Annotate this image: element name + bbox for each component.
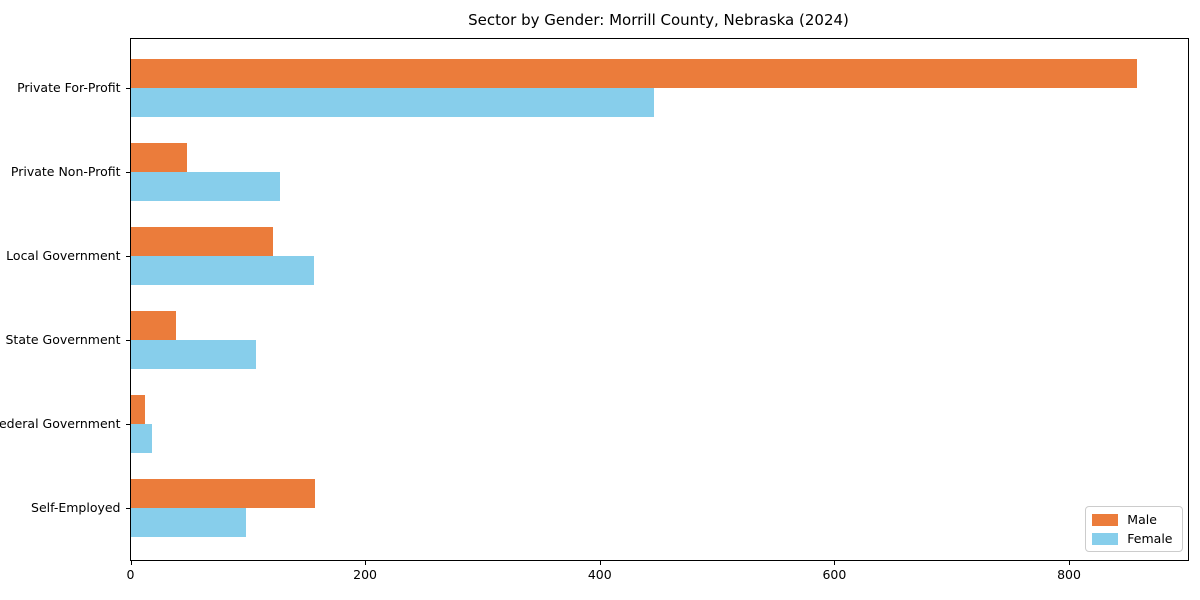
bar-male-private-for-profit [130,59,1138,88]
xtick-mark-600 [834,561,836,565]
legend-swatch-female [1092,532,1119,545]
bar-male-federal-government [130,395,145,424]
ytick-mark-private-for-profit [125,88,130,89]
legend-swatch-male [1092,513,1119,526]
bar-male-state-government [130,311,177,340]
legend: Male Female [1085,506,1183,552]
bar-male-self-employed [130,479,315,508]
ytick-mark-federal-government [125,424,130,425]
bar-female-private-for-profit [130,88,654,117]
bar-male-private-non-profit [130,143,187,172]
ytick-mark-self-employed [125,508,130,509]
bar-female-local-government [130,256,314,285]
ytick-label-private-non-profit: Private Non-Profit [10,164,121,179]
xtick-label-0: 0 [126,567,135,582]
bar-female-private-non-profit [130,172,280,201]
xtick-mark-400 [599,561,601,565]
xtick-mark-800 [1069,561,1070,565]
xtick-label-400: 400 [587,567,612,582]
ytick-label-local-government: Local Government [6,248,121,263]
ytick-mark-local-government [125,256,130,257]
xtick-label-800: 800 [1057,567,1081,582]
ytick-label-self-employed: Self-Employed [31,500,121,515]
plot-area: Male Female Private For-Profit Private Non… [0,37,1189,582]
legend-label-female: Female [1127,531,1173,546]
xtick-label-600: 600 [822,567,847,582]
bar-female-self-employed [130,508,246,537]
ytick-label-federal-government: Federal Government [0,416,121,431]
bar-male-local-government [130,227,273,256]
ytick-label-state-government: State Government [5,332,121,347]
legend-item-female: Female [1092,531,1173,546]
ytick-mark-state-government [125,340,130,341]
bar-female-state-government [130,340,256,369]
bar-female-federal-government [130,424,152,453]
xtick-mark-200 [365,561,367,565]
chart-title: Sector by Gender: Morrill County, Nebras… [468,11,849,29]
xtick-mark-0 [130,561,132,565]
legend-label-male: Male [1127,512,1157,527]
legend-item-male: Male [1092,512,1172,527]
ytick-label-private-for-profit: Private For-Profit [17,80,121,95]
xtick-label-200: 200 [353,567,378,582]
ytick-mark-private-non-profit [125,172,130,173]
